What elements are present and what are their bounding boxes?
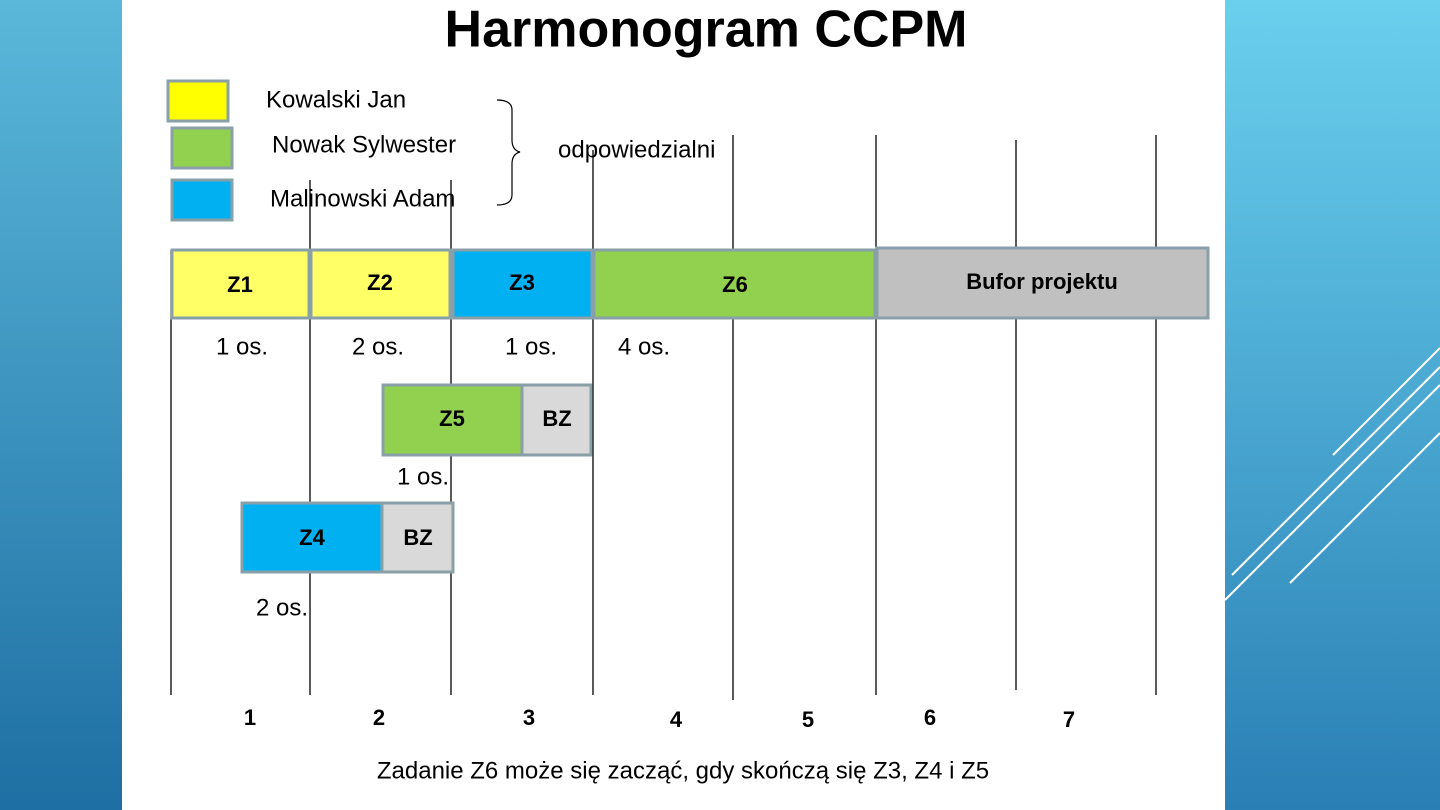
task-label: Z5 <box>439 406 465 431</box>
legend-label: Nowak Sylwester <box>272 131 456 158</box>
left-panel <box>0 0 122 810</box>
tasks: Z1 Z2 Z3 Z6 Bufor projektu 1 os. 2 os. 1… <box>170 246 1210 621</box>
buffer-label: BZ <box>542 406 571 431</box>
legend: Kowalski Jan Nowak Sylwester Malinowski … <box>166 79 715 222</box>
axis-label: 7 <box>1063 707 1075 732</box>
people-count: 4 os. <box>618 333 670 360</box>
legend-swatch <box>170 126 234 170</box>
task-bar <box>240 501 384 574</box>
buffer-label: BZ <box>403 525 432 550</box>
content-area <box>122 0 1225 810</box>
legend-label: Malinowski Adam <box>270 185 455 212</box>
right-panel <box>1225 0 1440 810</box>
axis-label: 3 <box>523 705 535 730</box>
buffer-bar <box>875 246 1210 320</box>
task-label: Z6 <box>722 272 748 297</box>
brace-label: odpowiedzialni <box>558 136 715 163</box>
axis-label: 4 <box>670 707 683 732</box>
decor-lines <box>1224 347 1440 601</box>
axis-label: 5 <box>802 707 814 732</box>
buffer-label: Bufor projektu <box>966 269 1118 294</box>
task-bar <box>309 248 452 320</box>
axis-label: 2 <box>373 705 385 730</box>
buffer-bar <box>380 501 455 574</box>
task-label: Z1 <box>227 272 253 297</box>
brace <box>496 99 521 206</box>
task-label: Z4 <box>299 525 325 550</box>
task-label: Z3 <box>509 270 535 295</box>
title: Harmonogram CCPM <box>445 1 968 59</box>
people-count: 2 os. <box>256 594 308 621</box>
people-count: 2 os. <box>352 333 404 360</box>
task-bar <box>451 248 594 320</box>
task-label: Z2 <box>367 270 393 295</box>
task-bar <box>170 248 311 320</box>
axis-label: 6 <box>924 705 936 730</box>
time-axis: 1 2 3 4 5 6 7 <box>244 705 1075 732</box>
legend-swatch <box>166 79 230 123</box>
people-count: 1 os. <box>397 463 449 490</box>
legend-swatch <box>170 178 234 222</box>
buffer-bar <box>520 383 593 457</box>
task-bar <box>592 248 877 320</box>
axis-label: 1 <box>244 705 256 730</box>
footnote: Zadanie Z6 może się zacząć, gdy skończą … <box>377 757 989 784</box>
task-bar <box>381 383 524 457</box>
people-count: 1 os. <box>216 333 268 360</box>
people-count: 1 os. <box>505 333 557 360</box>
legend-label: Kowalski Jan <box>266 86 406 113</box>
